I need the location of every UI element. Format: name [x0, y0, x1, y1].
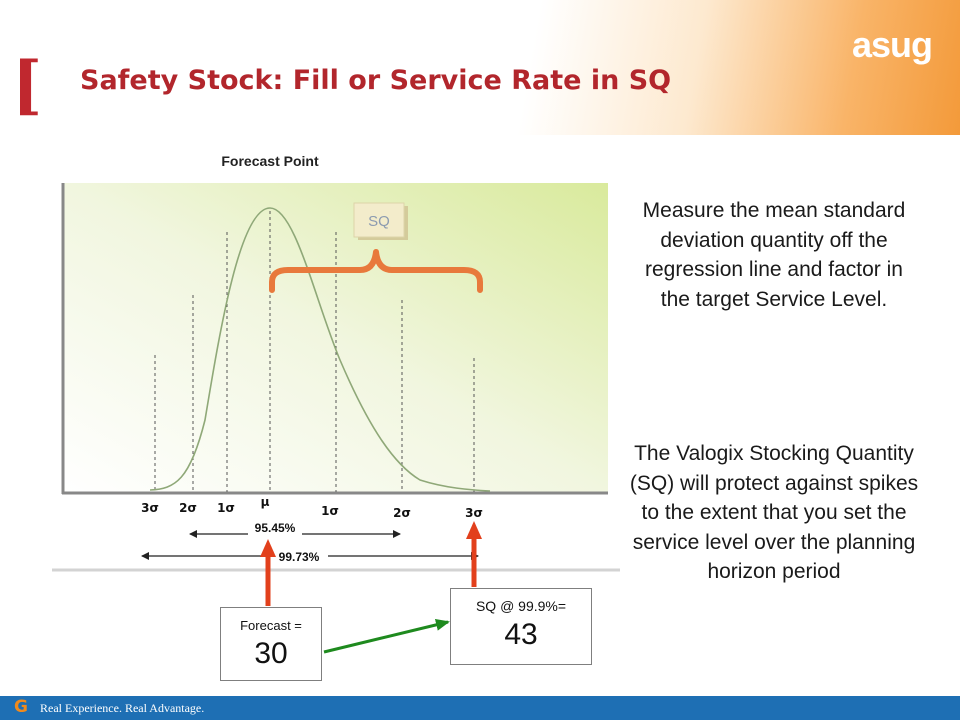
bracket-ornament: [	[12, 48, 43, 123]
explanation-paragraph-1: Measure the mean standard deviation quan…	[642, 199, 906, 311]
plot-area	[62, 183, 608, 493]
sq-value: 43	[504, 618, 538, 651]
forecast-box: Forecast = 30	[220, 607, 322, 681]
footer-bar: G Real Experience. Real Advantage.	[0, 696, 960, 720]
forecast-to-sq-arrow	[323, 618, 450, 654]
footer-g-logo: G	[14, 697, 28, 717]
sq-box: SQ @ 99.9%= 43	[450, 588, 592, 665]
sq-label: SQ @ 99.9%=	[475, 598, 567, 614]
footer-tagline: Real Experience. Real Advantage.	[40, 701, 205, 715]
range-label-99: 99.73%	[279, 550, 320, 564]
sigma-label-pos1: 1σ	[321, 504, 339, 518]
diagram-heading: Forecast Point	[221, 153, 319, 169]
sigma-label-pos3: 3σ	[465, 506, 483, 520]
header-band	[0, 0, 960, 135]
forecast-label: Forecast =	[240, 618, 302, 633]
sigma-label-neg2: 2σ	[179, 501, 197, 515]
forecast-value: 30	[254, 637, 288, 670]
asug-logo: asug	[852, 24, 933, 65]
page-title: Safety Stock: Fill or Service Rate in SQ	[80, 65, 672, 96]
sq-tag	[353, 202, 405, 238]
sigma-label-pos2: 2σ	[393, 506, 411, 520]
sigma-guides	[154, 211, 475, 492]
sigma-label-neg1: 1σ	[217, 501, 235, 515]
range-label-99-bg	[270, 549, 328, 563]
distribution-curve	[149, 207, 491, 492]
mu-label: μ	[261, 495, 270, 509]
explanation-paragraph-2: The Valogix Stocking Quantity (SQ) will …	[629, 442, 919, 583]
sigma-label-neg3: 3σ	[141, 501, 159, 515]
range-label-95: 95.45%	[255, 521, 296, 535]
sq-tag-label: SQ	[368, 213, 390, 230]
sq-brace	[269, 249, 483, 293]
range-label-95-bg	[248, 521, 302, 535]
distribution-diagram: Forecast Point SQ 3σ 2σ 1σ μ 1σ 2σ 3σ 95…	[52, 153, 620, 572]
